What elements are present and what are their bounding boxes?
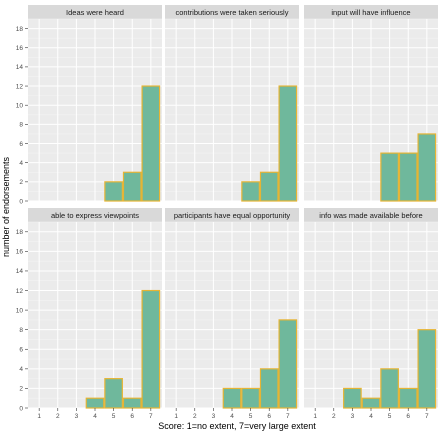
y-tick-label: 12 <box>16 288 24 295</box>
facet-strip <box>304 208 438 222</box>
facet-strip <box>28 5 162 19</box>
bar <box>259 368 279 409</box>
facet-title: input will have influence <box>331 8 410 17</box>
y-tick-label: 12 <box>16 83 24 90</box>
y-tick-label: 10 <box>16 307 24 314</box>
x-tick-label: 2 <box>193 413 197 420</box>
x-tick-label: 4 <box>369 413 373 420</box>
bar <box>104 378 123 409</box>
x-tick-label: 1 <box>313 413 317 420</box>
x-tick-label: 5 <box>112 413 116 420</box>
bar <box>259 171 279 202</box>
bar <box>122 397 142 409</box>
y-axis-title: number of endorsements <box>1 156 11 257</box>
facet-strip <box>28 208 162 222</box>
y-tick-label: 0 <box>19 198 23 205</box>
y-tick-label: 14 <box>16 64 24 71</box>
x-tick-label: 3 <box>212 413 216 420</box>
y-tick-label: 18 <box>16 229 24 236</box>
facet-title: Ideas were heard <box>66 8 124 17</box>
x-tick-label: 6 <box>406 413 410 420</box>
facet-title: info was made available before <box>319 211 422 220</box>
facet-strip <box>165 208 299 222</box>
y-tick-label: 2 <box>19 386 23 393</box>
bar <box>380 152 399 202</box>
x-tick-label: 3 <box>351 413 355 420</box>
x-axis-title: Score: 1=no extent, 7=very large extent <box>158 421 316 431</box>
bar <box>417 329 437 409</box>
bar <box>278 319 298 409</box>
y-tick-label: 6 <box>19 347 23 354</box>
facet-strip <box>304 5 438 19</box>
bar <box>343 387 362 409</box>
x-tick-label: 7 <box>286 413 290 420</box>
bar <box>141 85 161 202</box>
facet-title: contributions were taken seriously <box>176 8 289 17</box>
x-tick-label: 4 <box>230 413 234 420</box>
y-tick-label: 4 <box>19 366 23 373</box>
bar <box>104 181 123 202</box>
bar <box>85 397 105 409</box>
y-tick-label: 16 <box>16 249 24 256</box>
y-tick-label: 6 <box>19 141 23 148</box>
bar <box>241 387 260 409</box>
y-tick-label: 4 <box>19 160 23 167</box>
x-tick-label: 5 <box>249 413 253 420</box>
y-tick-label: 8 <box>19 122 23 129</box>
y-tick-label: 14 <box>16 268 24 275</box>
x-tick-label: 7 <box>149 413 153 420</box>
x-tick-label: 3 <box>75 413 79 420</box>
bar <box>361 397 381 409</box>
y-tick-label: 16 <box>16 45 24 52</box>
x-tick-label: 5 <box>388 413 392 420</box>
y-tick-label: 10 <box>16 103 24 110</box>
x-tick-label: 2 <box>332 413 336 420</box>
x-tick-label: 1 <box>174 413 178 420</box>
y-tick-label: 8 <box>19 327 23 334</box>
bar <box>141 289 161 409</box>
facet-title: able to express viewpoints <box>51 211 139 220</box>
bar <box>398 387 418 409</box>
x-tick-label: 6 <box>130 413 134 420</box>
x-tick-label: 2 <box>56 413 60 420</box>
bar <box>278 85 298 202</box>
facet-strip <box>165 5 299 19</box>
bar <box>398 152 418 202</box>
y-tick-label: 18 <box>16 26 24 33</box>
y-tick-label: 2 <box>19 179 23 186</box>
bar <box>122 171 142 202</box>
facet-title: participants have equal opportunity <box>174 211 291 220</box>
bar <box>241 181 260 202</box>
bar <box>222 387 242 409</box>
x-tick-label: 1 <box>37 413 41 420</box>
bar <box>417 133 437 202</box>
x-tick-label: 6 <box>267 413 271 420</box>
x-tick-label: 4 <box>93 413 97 420</box>
bar <box>380 368 399 409</box>
y-tick-label: 0 <box>19 405 23 412</box>
x-tick-label: 7 <box>425 413 429 420</box>
